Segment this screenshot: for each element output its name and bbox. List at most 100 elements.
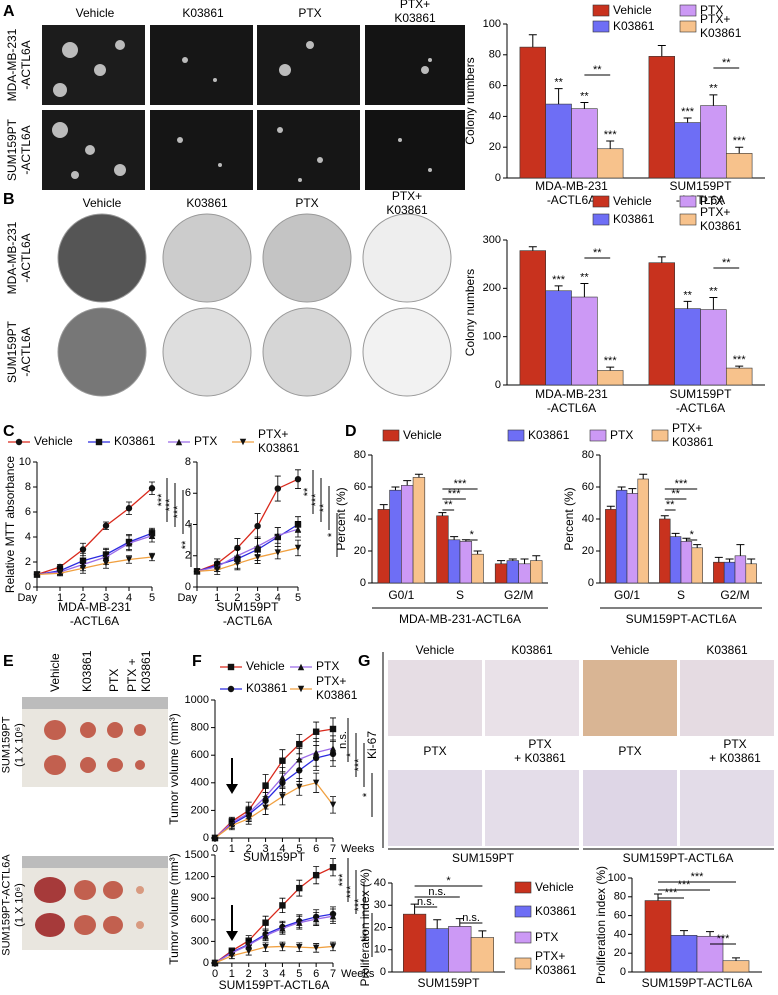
- bar: [648, 262, 676, 386]
- panel-letter: D: [345, 423, 357, 440]
- significance: ***: [448, 488, 462, 500]
- bar: [670, 935, 698, 973]
- bar: [506, 560, 519, 584]
- y-tick-label: 800: [191, 722, 209, 734]
- column-label: K03861: [186, 196, 228, 210]
- photo: [680, 770, 774, 846]
- line: [196, 528, 299, 573]
- bar: [669, 536, 682, 584]
- x-tick-label: 1: [57, 592, 63, 604]
- legend-label: PTX+ K03861: [700, 205, 742, 233]
- dish: [362, 213, 452, 303]
- bar: [402, 913, 427, 973]
- bar: [377, 509, 390, 584]
- error-bar: [747, 558, 756, 564]
- marker: [312, 749, 320, 756]
- marker: [279, 925, 286, 932]
- legend-swatch: [592, 213, 610, 226]
- column-label: PTX+ K03861: [394, 0, 436, 25]
- column-label: PTX+ K03861: [386, 189, 428, 217]
- marker: [296, 740, 303, 748]
- marker: [15, 438, 23, 446]
- row-label: MDA-MB-231-ACTL6A: [5, 221, 33, 294]
- significance: **: [554, 77, 563, 89]
- y-tick-label: 600: [191, 914, 209, 926]
- significance: n.s.: [417, 896, 435, 908]
- bar: [713, 561, 725, 584]
- panel-letter: C: [3, 423, 15, 440]
- marker: [102, 560, 110, 567]
- photo: [365, 25, 465, 105]
- marker: [329, 913, 337, 920]
- photo: [485, 660, 579, 736]
- y-axis-label: Percent (%): [334, 487, 348, 550]
- bar: [596, 370, 624, 386]
- dish: [362, 307, 452, 397]
- marker: [262, 932, 269, 939]
- y-tick-label: 0: [588, 577, 594, 589]
- x-tick-label: MDA-MB-231 -ACTL6A: [535, 387, 608, 415]
- significance: ***: [681, 106, 695, 118]
- bar: [674, 122, 701, 179]
- error-bar: [433, 919, 442, 929]
- dish: [262, 213, 352, 303]
- y-tick-label: 1500: [185, 849, 209, 861]
- marker: [279, 757, 286, 764]
- panel-letter: A: [3, 3, 15, 20]
- error-bar: [580, 102, 589, 109]
- significance: ***: [345, 885, 357, 899]
- group-label: SUM159PT-ACTL6A: [623, 851, 734, 865]
- ruler: [22, 697, 168, 709]
- column-label: Vehicle: [48, 653, 62, 692]
- bar: [519, 46, 547, 179]
- bar: [389, 489, 402, 584]
- x-tick-label: 7: [330, 843, 336, 855]
- legend-label: K03861: [535, 904, 577, 918]
- marker: [211, 834, 219, 842]
- x-axis-label: MDA-MB-231-ACTL6A: [399, 612, 521, 626]
- photo: [22, 709, 168, 787]
- error-bar: [732, 957, 740, 961]
- marker: [148, 553, 156, 561]
- significance: **: [180, 540, 192, 549]
- marker: [279, 943, 286, 950]
- line: [214, 782, 334, 839]
- legend-swatch: [514, 957, 532, 970]
- legend-label: Vehicle: [403, 428, 442, 442]
- legend-swatch: [589, 429, 607, 442]
- y-tick-label: 1000: [185, 694, 209, 706]
- ruler: [22, 856, 168, 868]
- bar: [615, 489, 628, 584]
- marker: [312, 779, 320, 786]
- significance: *: [345, 752, 357, 757]
- marker: [148, 485, 156, 492]
- bar: [745, 563, 757, 584]
- legend-label: Vehicle: [535, 880, 574, 894]
- y-tick-label: 40: [489, 110, 501, 122]
- y-tick-label: 20: [374, 921, 386, 933]
- y-tick-label: 60: [614, 910, 626, 922]
- significance: *: [470, 529, 475, 541]
- y-axis-label: Tumor volume (mm³): [167, 713, 181, 825]
- y-axis-label: Proliferation index (%): [358, 868, 372, 986]
- row-label: SUM159PT-ACTL6A(1 X 10⁶): [1, 854, 26, 956]
- image-label: Vehicle: [611, 643, 650, 657]
- marker: [254, 554, 261, 561]
- bar: [518, 563, 531, 584]
- y-tick-label: 0: [203, 957, 209, 969]
- legend-swatch: [679, 4, 697, 17]
- y-tick-label: 4: [185, 518, 191, 530]
- y-tick-label: 300: [191, 935, 209, 947]
- x-tick-label: S: [677, 588, 685, 602]
- bar: [722, 960, 750, 973]
- y-axis-label: Proliferation index (%): [594, 866, 608, 984]
- error-bar: [657, 45, 666, 57]
- legend-label: PTX: [610, 428, 633, 442]
- legend-label: PTX+ K03861: [700, 12, 742, 40]
- error-bar: [410, 903, 419, 915]
- y-tick-label: 0: [185, 581, 191, 593]
- row-label: SUM159PT(1 X 10⁶): [1, 716, 26, 773]
- marker: [33, 571, 41, 578]
- significance: *: [361, 792, 373, 797]
- error-bar: [528, 34, 537, 48]
